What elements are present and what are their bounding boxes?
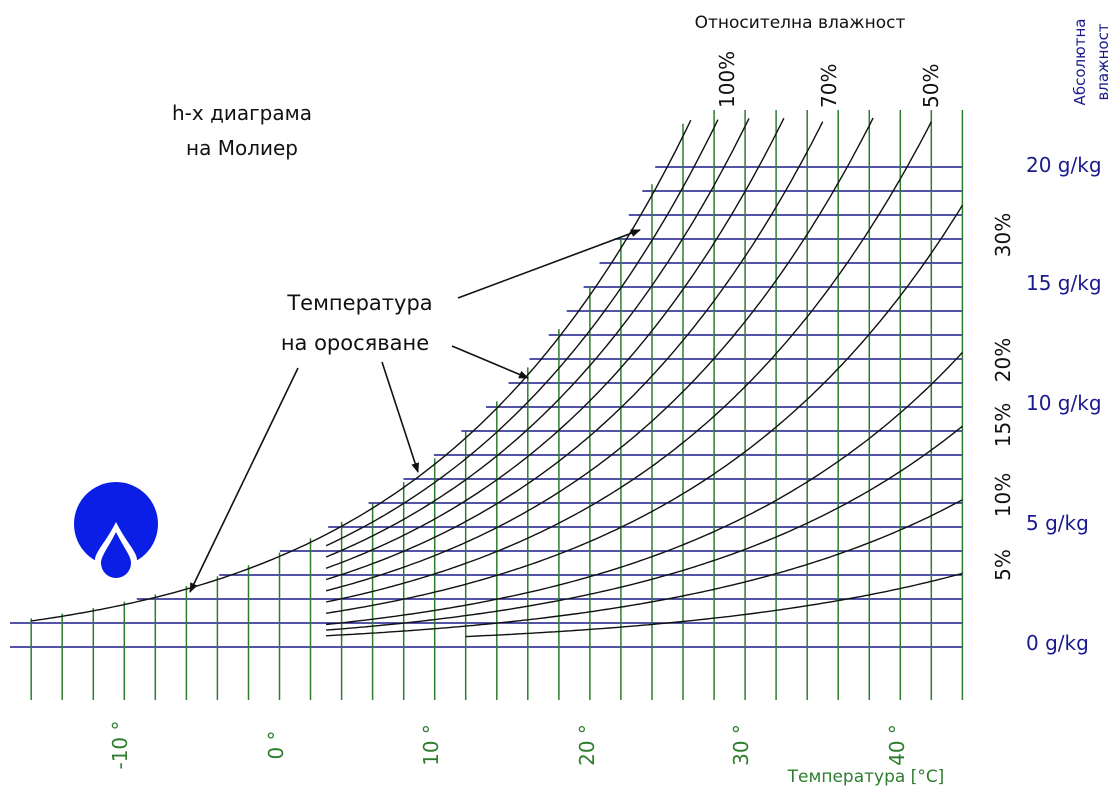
rh-label-50: 50% — [919, 64, 943, 108]
rh-curve — [325, 121, 932, 603]
rh-label-10: 10% — [991, 473, 1015, 517]
abs-header-line1: Абсолютна — [1071, 19, 1089, 106]
rh-label-15: 15% — [991, 403, 1015, 447]
absolute-humidity-lines — [10, 166, 963, 648]
dew-point-label-line1: Температура — [286, 291, 432, 315]
rh-label-70: 70% — [817, 64, 841, 108]
dew-point-label-line2: на оросяване — [281, 331, 429, 355]
rh-label-100: 100% — [715, 51, 739, 108]
rh-curve — [325, 121, 824, 581]
diagram-title-line2: на Молиер — [186, 136, 298, 160]
temp-label-0: 0 ° — [264, 730, 288, 759]
rh-curve — [465, 572, 963, 638]
abs-label-5: 5 g/kg — [1026, 511, 1089, 535]
rh-curve — [326, 352, 963, 626]
water-drop-icon — [74, 482, 158, 581]
dew-arrow-1 — [457, 229, 641, 299]
temp-label-10: 10 ° — [419, 724, 443, 766]
rh-header: Относителна влажност — [695, 13, 906, 33]
abs-label-10: 10 g/kg — [1026, 391, 1102, 415]
abs-label-0: 0 g/kg — [1026, 631, 1089, 655]
rh-curve — [31, 119, 692, 622]
rh-curve — [325, 118, 750, 558]
abs-header-line2: влажност — [1094, 23, 1112, 100]
dew-arrow-2 — [451, 345, 529, 379]
diagram-title-line1: h-x диаграма — [172, 101, 312, 125]
temp-label-20: 20 ° — [575, 724, 599, 766]
abs-label-15: 15 g/kg — [1026, 271, 1102, 295]
dew-arrow-4 — [189, 367, 299, 593]
rh-label-5: 5% — [991, 549, 1015, 581]
temp-label-40: 40 ° — [885, 724, 909, 766]
rh-label-30: 30% — [991, 213, 1015, 257]
dew-arrow-3 — [381, 361, 420, 473]
temp-label-30: 30 ° — [729, 724, 753, 766]
rh-curve — [325, 204, 963, 614]
rh-curve — [325, 119, 719, 547]
relative-humidity-curves — [31, 117, 963, 638]
temperature-axis-label: Температура [°C] — [787, 767, 945, 787]
rh-label-20: 20% — [991, 338, 1015, 382]
rh-curve — [325, 117, 874, 592]
rh-curve — [326, 499, 963, 637]
rh-curve — [326, 425, 963, 631]
abs-label-20: 20 g/kg — [1026, 153, 1102, 177]
temperature-lines — [30, 110, 964, 700]
rh-curve — [325, 117, 785, 569]
temp-label-minus10: -10 ° — [108, 720, 132, 769]
